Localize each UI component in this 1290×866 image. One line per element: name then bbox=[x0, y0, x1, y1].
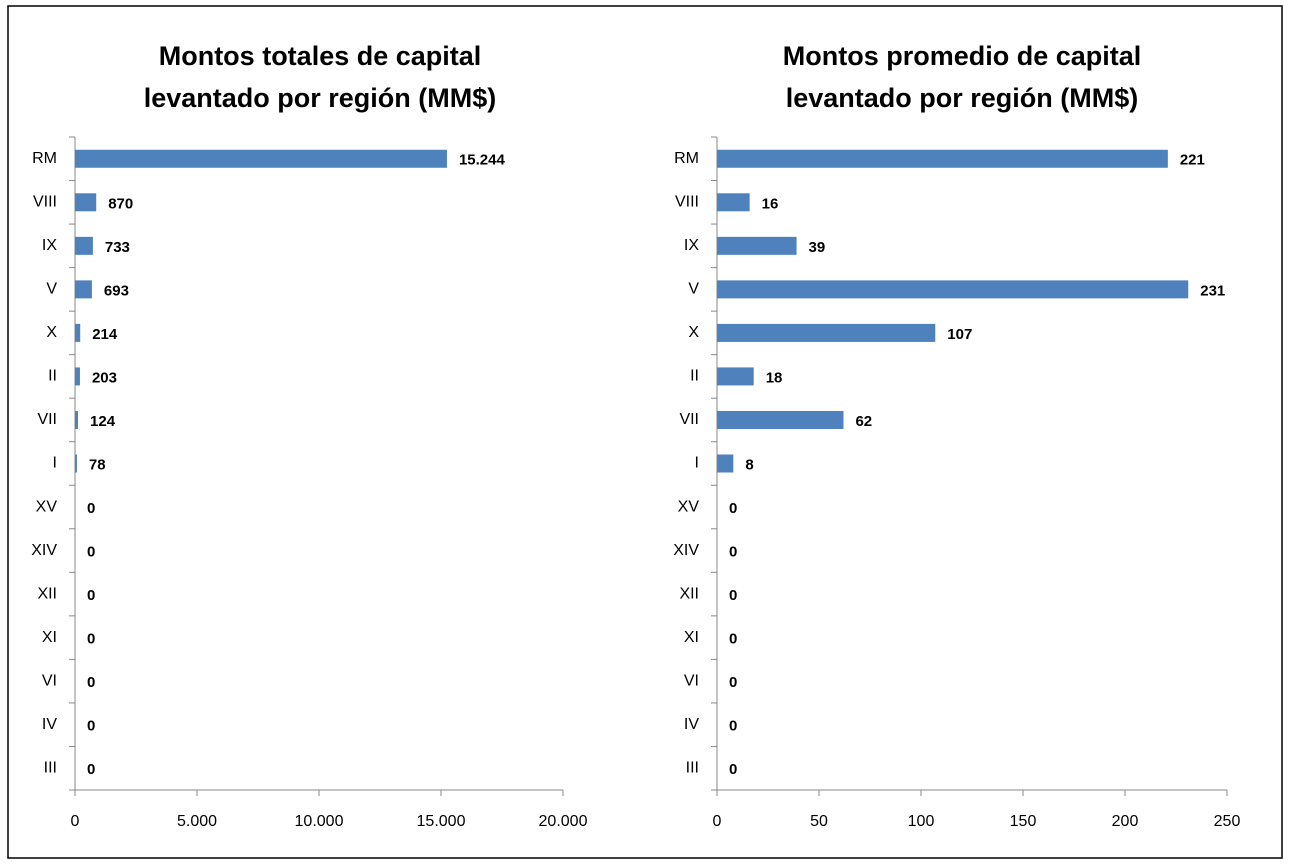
x-tick-label: 250 bbox=[1214, 813, 1241, 830]
value-label: 231 bbox=[1200, 282, 1225, 299]
bar bbox=[75, 236, 93, 255]
value-label: 0 bbox=[87, 544, 95, 561]
value-label: 0 bbox=[87, 631, 95, 648]
bar bbox=[717, 367, 754, 386]
y-tick-label: XIV bbox=[673, 542, 699, 559]
y-tick-label: RM bbox=[32, 150, 57, 167]
value-label: 124 bbox=[90, 413, 116, 430]
value-label: 62 bbox=[855, 413, 872, 430]
value-label: 733 bbox=[105, 239, 130, 256]
y-tick-label: XI bbox=[684, 629, 699, 646]
value-label: 0 bbox=[87, 587, 95, 604]
value-label: 0 bbox=[729, 544, 737, 561]
y-tick-label: II bbox=[48, 368, 57, 385]
y-tick-label: VII bbox=[37, 411, 57, 428]
value-label: 0 bbox=[729, 631, 737, 648]
chart-title: Montos promedio de capital levantado por … bbox=[783, 41, 1142, 113]
x-tick-label: 5.000 bbox=[177, 813, 217, 830]
y-tick-label: VII bbox=[679, 411, 699, 428]
chart-title: Montos totales de capital levantado por r… bbox=[144, 41, 497, 113]
y-tick-label: III bbox=[686, 759, 699, 776]
y-tick-label: XV bbox=[36, 498, 58, 515]
bar bbox=[717, 410, 844, 429]
y-tick-label: V bbox=[46, 281, 57, 298]
y-tick-label: IV bbox=[684, 716, 699, 733]
value-label: 0 bbox=[87, 718, 95, 735]
value-label: 0 bbox=[87, 761, 95, 778]
bar bbox=[75, 367, 80, 386]
value-label: 0 bbox=[729, 500, 737, 517]
x-tick-label: 10.000 bbox=[295, 813, 344, 830]
bar bbox=[75, 323, 81, 342]
value-label: 39 bbox=[809, 239, 826, 256]
bar bbox=[75, 149, 447, 168]
value-label: 18 bbox=[766, 369, 783, 386]
bar bbox=[75, 410, 79, 429]
y-tick-label: VI bbox=[42, 672, 57, 689]
y-tick-label: I bbox=[695, 455, 699, 472]
x-tick-label: 200 bbox=[1112, 813, 1139, 830]
bar bbox=[717, 280, 1189, 299]
value-label: 221 bbox=[1180, 152, 1205, 169]
bar bbox=[717, 149, 1168, 168]
value-label: 0 bbox=[729, 718, 737, 735]
x-tick-label: 100 bbox=[908, 813, 935, 830]
x-tick-label: 0 bbox=[71, 813, 80, 830]
bar bbox=[717, 236, 797, 255]
y-tick-label: XII bbox=[679, 585, 699, 602]
y-tick-label: VI bbox=[684, 672, 699, 689]
bar bbox=[75, 280, 92, 299]
value-label: 0 bbox=[729, 587, 737, 604]
y-tick-label: I bbox=[53, 455, 57, 472]
value-label: 16 bbox=[762, 195, 779, 212]
value-label: 0 bbox=[87, 500, 95, 517]
value-label: 8 bbox=[745, 456, 753, 473]
y-tick-label: X bbox=[688, 324, 699, 341]
bar bbox=[717, 454, 734, 473]
value-label: 78 bbox=[89, 456, 106, 473]
y-tick-label: XIV bbox=[31, 542, 57, 559]
y-tick-label: II bbox=[690, 368, 699, 385]
x-tick-label: 15.000 bbox=[417, 813, 466, 830]
x-tick-label: 20.000 bbox=[539, 813, 588, 830]
y-tick-label: VIII bbox=[675, 194, 699, 211]
y-tick-label: XI bbox=[42, 629, 57, 646]
value-label: 107 bbox=[947, 326, 972, 343]
value-label: 870 bbox=[108, 195, 133, 212]
value-label: 203 bbox=[92, 369, 117, 386]
y-tick-label: IV bbox=[42, 716, 57, 733]
x-tick-label: 0 bbox=[713, 813, 722, 830]
y-tick-label: VIII bbox=[33, 194, 57, 211]
y-tick-label: RM bbox=[674, 150, 699, 167]
x-tick-label: 50 bbox=[810, 813, 828, 830]
bar bbox=[75, 454, 77, 473]
value-label: 693 bbox=[104, 282, 129, 299]
y-tick-label: X bbox=[46, 324, 57, 341]
y-tick-label: IX bbox=[42, 237, 57, 254]
bar bbox=[717, 323, 936, 342]
value-label: 0 bbox=[729, 761, 737, 778]
x-tick-label: 150 bbox=[1010, 813, 1037, 830]
y-tick-label: XII bbox=[37, 585, 57, 602]
y-tick-label: V bbox=[688, 281, 699, 298]
bar bbox=[75, 193, 97, 212]
value-label: 0 bbox=[729, 674, 737, 691]
bar bbox=[717, 193, 750, 212]
y-tick-label: XV bbox=[678, 498, 700, 515]
value-label: 0 bbox=[87, 674, 95, 691]
value-label: 15.244 bbox=[459, 152, 506, 169]
frame bbox=[7, 5, 1283, 859]
value-label: 214 bbox=[92, 326, 118, 343]
y-tick-label: III bbox=[44, 759, 57, 776]
y-tick-label: IX bbox=[684, 237, 699, 254]
